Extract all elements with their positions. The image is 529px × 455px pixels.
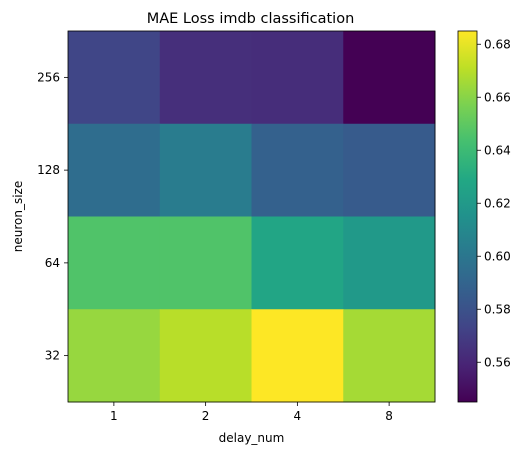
heatmap-cell bbox=[68, 123, 161, 217]
colorbar-ticks: 0.56 0.58 0.60 0.62 0.64 0.66 0.68 bbox=[477, 37, 511, 369]
heatmap-cells bbox=[68, 31, 436, 403]
colorbar-tick-label: 0.58 bbox=[484, 302, 511, 316]
heatmap-cell bbox=[159, 216, 252, 310]
heatmap-cell bbox=[343, 309, 436, 403]
y-tick-label: 256 bbox=[37, 70, 60, 84]
colorbar bbox=[458, 31, 477, 402]
x-tick-label: 4 bbox=[294, 409, 302, 423]
x-tick-label: 8 bbox=[385, 409, 393, 423]
x-axis-ticks: 1 2 4 8 bbox=[110, 402, 393, 423]
x-axis-label: delay_num bbox=[219, 431, 285, 445]
heatmap-cell bbox=[343, 216, 436, 310]
heatmap-cell bbox=[251, 216, 344, 310]
plot-frame bbox=[67, 30, 436, 403]
x-tick-label: 1 bbox=[110, 409, 118, 423]
colorbar-tick-label: 0.66 bbox=[484, 90, 511, 104]
heatmap-cell bbox=[343, 31, 436, 125]
y-axis-label: neuron_size bbox=[11, 181, 25, 252]
y-tick-label: 32 bbox=[45, 349, 60, 363]
colorbar-tick-label: 0.64 bbox=[484, 143, 511, 157]
heatmap-cell bbox=[159, 309, 252, 403]
heatmap-cell bbox=[68, 31, 161, 125]
heatmap-cell bbox=[251, 123, 344, 217]
colorbar-frame bbox=[457, 30, 478, 403]
heatmap-cell bbox=[68, 309, 161, 403]
heatmap-cell bbox=[343, 123, 436, 217]
y-axis-ticks: 256 128 64 32 bbox=[37, 70, 68, 363]
x-tick-label: 2 bbox=[202, 409, 210, 423]
heatmap-cell bbox=[251, 31, 344, 125]
heatmap-cell bbox=[68, 216, 161, 310]
colorbar-tick-label: 0.68 bbox=[484, 37, 511, 51]
heatmap-cell bbox=[251, 309, 344, 403]
colorbar-tick-label: 0.62 bbox=[484, 196, 511, 210]
y-tick-label: 64 bbox=[45, 256, 60, 270]
y-tick-label: 128 bbox=[37, 163, 60, 177]
chart-title: MAE Loss imdb classification bbox=[147, 11, 355, 27]
heatmap-cell bbox=[159, 123, 252, 217]
colorbar-tick-label: 0.60 bbox=[484, 249, 511, 263]
heatmap-cell bbox=[159, 31, 252, 125]
colorbar-tick-label: 0.56 bbox=[484, 355, 511, 369]
